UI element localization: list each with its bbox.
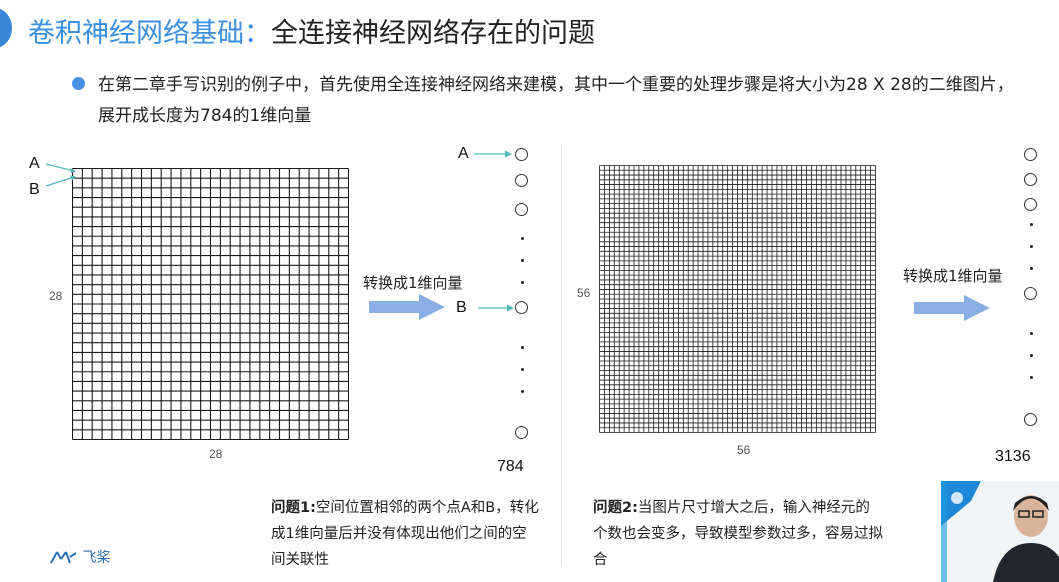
label-b: B bbox=[29, 181, 40, 198]
title-part2: 全连接神经网络存在的问题 bbox=[271, 18, 595, 49]
neuron-circle bbox=[515, 301, 528, 314]
paddle-logo: 飞桨 bbox=[48, 547, 110, 567]
vector-label-a: A bbox=[458, 145, 469, 162]
problem-1: 问题1:空间位置相邻的两个点A和B，转化成1维向量后并没有体现出他们之间的空间关… bbox=[271, 495, 541, 573]
ellipsis-dot bbox=[521, 346, 524, 349]
ellipsis-dot bbox=[521, 259, 524, 262]
neuron-circle bbox=[1024, 413, 1037, 426]
neuron-circle bbox=[515, 174, 528, 187]
ellipsis-dot bbox=[1030, 223, 1033, 226]
grid-left-side-label: 28 bbox=[49, 289, 63, 303]
grid-left-bottom-label: 28 bbox=[209, 447, 223, 461]
problem-2-text: 当图片尺寸增大之后，输入神经元的个数也会变多，导致模型参数过多，容易过拟合 bbox=[593, 500, 883, 568]
grid-lines bbox=[599, 165, 876, 433]
grid-lines bbox=[72, 168, 349, 440]
ellipsis-dot bbox=[1030, 376, 1033, 379]
vector-length-right: 3136 bbox=[995, 448, 1031, 465]
problem-1-text: 空间位置相邻的两个点A和B，转化成1维向量后并没有体现出他们之间的空间关联性 bbox=[271, 500, 539, 568]
right-arrow bbox=[914, 295, 990, 321]
ellipsis-dot bbox=[521, 390, 524, 393]
divider bbox=[561, 147, 562, 567]
neuron-circle bbox=[515, 148, 528, 161]
grid-right-side-label: 56 bbox=[577, 286, 591, 300]
grid-28x28 bbox=[72, 168, 349, 440]
left-arrow-label: 转换成1维向量 bbox=[363, 274, 463, 292]
ellipsis-dot bbox=[1030, 332, 1033, 335]
vector-length-left: 784 bbox=[497, 458, 524, 475]
paddle-logo-icon bbox=[50, 551, 77, 564]
right-arrow-label: 转换成1维向量 bbox=[903, 267, 1003, 285]
problem-2-title: 问题2: bbox=[593, 500, 638, 516]
neuron-circle bbox=[515, 426, 528, 439]
title-decoration bbox=[0, 8, 12, 48]
vector-label-b: B bbox=[456, 299, 467, 316]
title-bar: 卷积神经网络基础：全连接神经网络存在的问题 bbox=[0, 0, 1059, 60]
ellipsis-dot bbox=[521, 281, 524, 284]
problem-1-title: 问题1: bbox=[271, 500, 316, 516]
ellipsis-dot bbox=[1030, 245, 1033, 248]
page-title: 卷积神经网络基础：全连接神经网络存在的问题 bbox=[28, 11, 595, 50]
ellipsis-dot bbox=[1030, 267, 1033, 270]
neuron-circle bbox=[1024, 173, 1037, 186]
grid-56x56 bbox=[599, 165, 876, 433]
grid-right-bottom-label: 56 bbox=[737, 443, 751, 457]
ellipsis-dot bbox=[521, 368, 524, 371]
ellipsis-dot bbox=[1030, 354, 1033, 357]
pointer-arrows-ab bbox=[45, 163, 76, 187]
neuron-circle bbox=[515, 203, 528, 216]
left-arrow bbox=[369, 294, 445, 320]
problem-2: 问题2:当图片尺寸增大之后，输入神经元的个数也会变多，导致模型参数过多，容易过拟… bbox=[593, 495, 883, 573]
bullet-icon bbox=[72, 77, 85, 90]
presenter-webcam bbox=[941, 481, 1059, 582]
vector-pointer-b bbox=[478, 304, 514, 312]
vector-pointer-a bbox=[474, 150, 512, 158]
presenter-figure bbox=[941, 481, 1059, 582]
logo-text: 飞桨 bbox=[82, 550, 111, 566]
neuron-circle bbox=[1024, 198, 1037, 211]
neuron-circle bbox=[1024, 287, 1037, 300]
neuron-circle bbox=[1024, 148, 1037, 161]
ellipsis-dot bbox=[521, 237, 524, 240]
label-a: A bbox=[29, 155, 40, 172]
title-part1: 卷积神经网络基础： bbox=[28, 18, 271, 49]
bullet-text: 在第二章手写识别的例子中，首先使用全连接神经网络来建模，其中一个重要的处理步骤是… bbox=[98, 75, 1014, 126]
